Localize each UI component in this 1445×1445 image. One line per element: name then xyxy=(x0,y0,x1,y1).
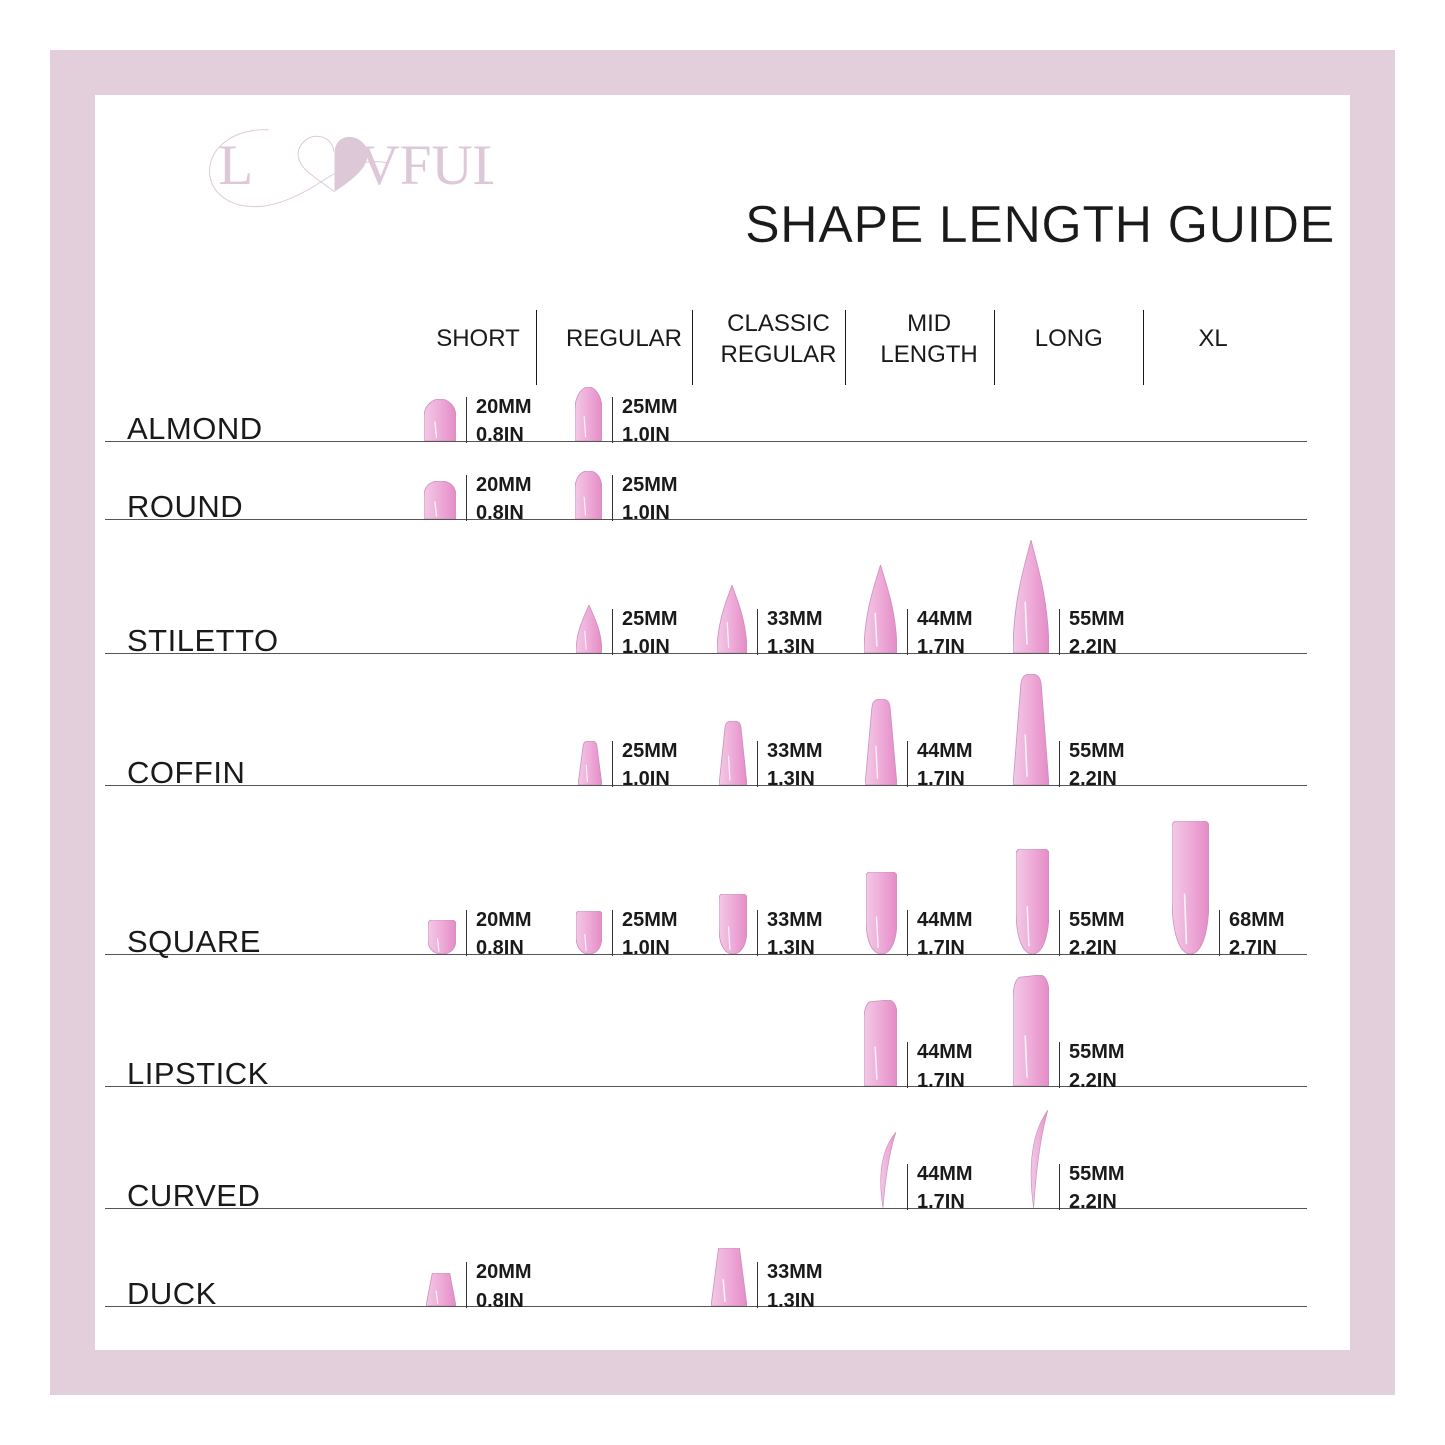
svg-text:L: L xyxy=(218,134,253,197)
svg-text:VFUL: VFUL xyxy=(359,134,493,197)
